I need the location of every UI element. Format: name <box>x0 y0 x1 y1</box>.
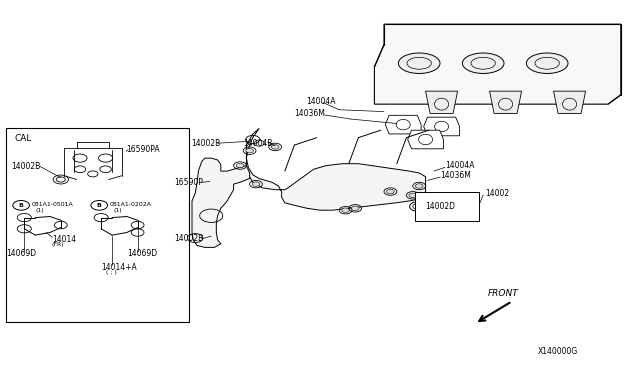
Ellipse shape <box>271 145 279 149</box>
Text: 081A1-0202A: 081A1-0202A <box>110 202 152 208</box>
Ellipse shape <box>413 203 423 209</box>
Text: (1): (1) <box>35 208 44 213</box>
Text: 14002B: 14002B <box>12 162 41 171</box>
Ellipse shape <box>56 177 65 182</box>
Text: 16590PA: 16590PA <box>126 145 160 154</box>
Text: 14069D: 14069D <box>6 249 36 258</box>
Ellipse shape <box>409 193 417 198</box>
Ellipse shape <box>246 148 253 153</box>
Text: B: B <box>97 203 102 208</box>
Text: 14014+A: 14014+A <box>101 263 137 272</box>
Polygon shape <box>554 91 586 113</box>
Polygon shape <box>192 158 250 247</box>
Polygon shape <box>246 128 426 210</box>
Text: (FR): (FR) <box>51 242 64 247</box>
Ellipse shape <box>387 189 394 194</box>
Bar <box>6 128 189 322</box>
Text: 14002: 14002 <box>485 189 509 198</box>
Polygon shape <box>424 117 460 136</box>
Ellipse shape <box>415 184 423 188</box>
Ellipse shape <box>398 53 440 74</box>
Text: 16590P: 16590P <box>174 178 203 187</box>
Ellipse shape <box>252 182 260 186</box>
Text: 14002B: 14002B <box>191 139 220 148</box>
Polygon shape <box>426 91 458 113</box>
Ellipse shape <box>462 53 504 74</box>
Ellipse shape <box>236 163 244 168</box>
Polygon shape <box>408 130 444 149</box>
Text: 14036M: 14036M <box>440 171 471 180</box>
Polygon shape <box>385 115 421 134</box>
Bar <box>415 192 479 221</box>
Text: (1): (1) <box>113 208 122 213</box>
Ellipse shape <box>342 208 349 212</box>
Text: B: B <box>19 203 24 208</box>
Polygon shape <box>374 24 621 104</box>
Text: 14014: 14014 <box>52 235 77 244</box>
Text: ( ; ): ( ; ) <box>106 270 116 275</box>
Text: 14069D: 14069D <box>127 249 157 258</box>
Text: 081A1-0501A: 081A1-0501A <box>32 202 74 208</box>
Text: 14036M: 14036M <box>294 109 325 118</box>
Text: 14002B: 14002B <box>174 234 204 243</box>
Text: 14002D: 14002D <box>426 202 456 211</box>
Text: 14004A: 14004A <box>306 97 335 106</box>
Ellipse shape <box>527 53 568 74</box>
Text: X140000G: X140000G <box>538 347 578 356</box>
Text: 14004A: 14004A <box>445 161 474 170</box>
Ellipse shape <box>351 206 359 211</box>
Text: CAL: CAL <box>14 134 31 143</box>
Text: 14004B: 14004B <box>243 139 273 148</box>
Text: FRONT: FRONT <box>488 289 518 298</box>
Polygon shape <box>490 91 522 113</box>
